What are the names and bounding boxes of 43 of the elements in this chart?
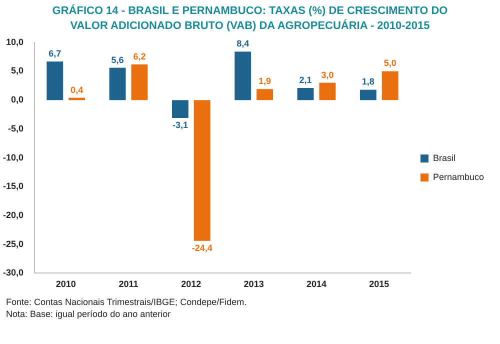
x-tick-label: 2010 (56, 279, 76, 290)
legend-label: Brasil (432, 152, 456, 163)
y-tick-label: -20,0 (3, 210, 24, 220)
bar (109, 68, 126, 100)
y-tick-label: -10,0 (3, 152, 24, 162)
bar (319, 82, 336, 100)
data-label: 6,2 (133, 51, 146, 62)
bar (297, 88, 314, 100)
y-tick-label: -30,0 (3, 268, 24, 278)
bar (256, 89, 274, 100)
bar (234, 52, 252, 100)
data-label: -24,4 (192, 242, 212, 253)
source-note: Fonte: Contas Nacionais Trimestrais/IBGE; Condepe/Fidem. (6, 296, 248, 308)
bar (360, 90, 376, 100)
y-tick-label: -15,0 (3, 181, 24, 192)
data-label: -3,1 (172, 120, 188, 130)
bar (131, 64, 148, 100)
bar (46, 61, 64, 100)
y-tick-label: 0,0 (11, 94, 24, 105)
x-tick-label: 2012 (181, 279, 202, 290)
y-tick-label: 10,0 (6, 36, 24, 47)
data-label: 8,4 (236, 38, 250, 49)
x-tick-label: 2013 (244, 279, 264, 290)
data-label: 2,1 (299, 74, 312, 85)
y-tick-label: -25,0 (3, 238, 24, 249)
data-label: 1,8 (362, 76, 374, 87)
data-label: 5,0 (384, 58, 396, 68)
bar (194, 100, 210, 241)
x-tick-label: 2011 (118, 279, 138, 290)
chart-title: GRÁFICO 14 - BRASIL E PERNAMBUCO: TAXAS (%) DE CRESCIMENTO DO VALOR ADICIONADO BRUTO (VAB) DA AGROPECUÁRIA - 2010-2015 (51, 4, 449, 34)
data-label: 5,6 (111, 54, 124, 65)
bar (172, 100, 188, 118)
bar (382, 71, 398, 100)
legend-label: Pernambuco (432, 172, 484, 182)
y-tick-label: -5,0 (8, 123, 24, 134)
data-label: 0,4 (70, 84, 84, 95)
data-label: 6,7 (48, 48, 62, 58)
y-tick-label: 5,0 (11, 66, 24, 76)
x-tick-label: 2015 (369, 279, 390, 290)
x-tick-label: 2014 (306, 279, 326, 290)
data-label: 1,9 (258, 76, 272, 86)
data-label: 3,0 (321, 70, 334, 80)
text: Nota: Base: igual período do ano anterior (6, 308, 172, 320)
